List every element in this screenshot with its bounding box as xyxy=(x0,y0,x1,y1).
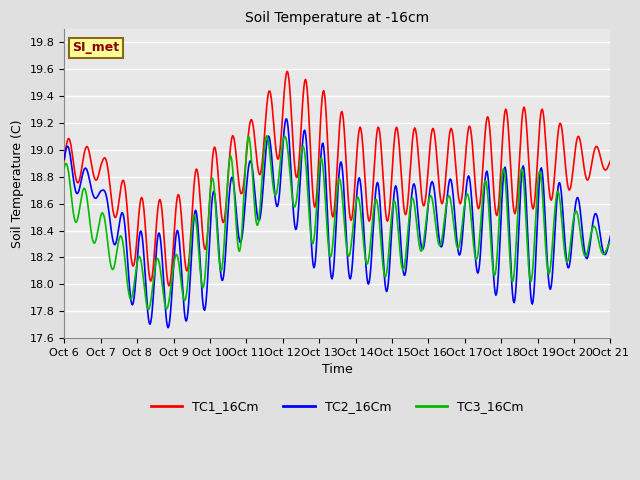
TC1_16Cm xyxy=(383,218,391,224)
TC2_16Cm xyxy=(181,313,189,319)
TC3_16Cm xyxy=(181,298,189,303)
TC2_16Cm xyxy=(330,256,338,262)
Title: Soil Temperature at -16cm: Soil Temperature at -16cm xyxy=(245,11,429,25)
TC3_16Cm xyxy=(60,165,68,170)
Text: SI_met: SI_met xyxy=(72,41,120,54)
TC1_16Cm xyxy=(284,69,291,74)
TC3_16Cm xyxy=(145,307,152,312)
TC1_16Cm xyxy=(607,158,614,164)
TC2_16Cm xyxy=(558,196,566,202)
TC2_16Cm xyxy=(60,156,68,162)
TC3_16Cm xyxy=(383,264,391,269)
Legend: TC1_16Cm, TC2_16Cm, TC3_16Cm: TC1_16Cm, TC2_16Cm, TC3_16Cm xyxy=(146,396,529,418)
TC2_16Cm xyxy=(607,233,614,239)
TC3_16Cm xyxy=(438,240,445,245)
Line: TC2_16Cm: TC2_16Cm xyxy=(64,119,611,328)
TC2_16Cm xyxy=(164,325,172,331)
TC3_16Cm xyxy=(205,217,212,223)
Line: TC1_16Cm: TC1_16Cm xyxy=(64,72,611,286)
Line: TC3_16Cm: TC3_16Cm xyxy=(64,136,611,310)
X-axis label: Time: Time xyxy=(322,363,353,376)
TC3_16Cm xyxy=(607,239,614,245)
TC2_16Cm xyxy=(438,244,445,250)
TC1_16Cm xyxy=(165,283,173,288)
TC1_16Cm xyxy=(205,219,212,225)
TC3_16Cm xyxy=(558,219,566,225)
TC2_16Cm xyxy=(383,287,391,292)
TC1_16Cm xyxy=(438,200,445,205)
TC2_16Cm xyxy=(205,262,212,267)
TC1_16Cm xyxy=(181,258,189,264)
TC1_16Cm xyxy=(558,126,566,132)
TC3_16Cm xyxy=(330,222,338,228)
TC1_16Cm xyxy=(60,158,68,164)
TC2_16Cm xyxy=(283,116,291,121)
TC3_16Cm xyxy=(263,133,271,139)
Y-axis label: Soil Temperature (C): Soil Temperature (C) xyxy=(11,120,24,248)
TC1_16Cm xyxy=(330,207,338,213)
